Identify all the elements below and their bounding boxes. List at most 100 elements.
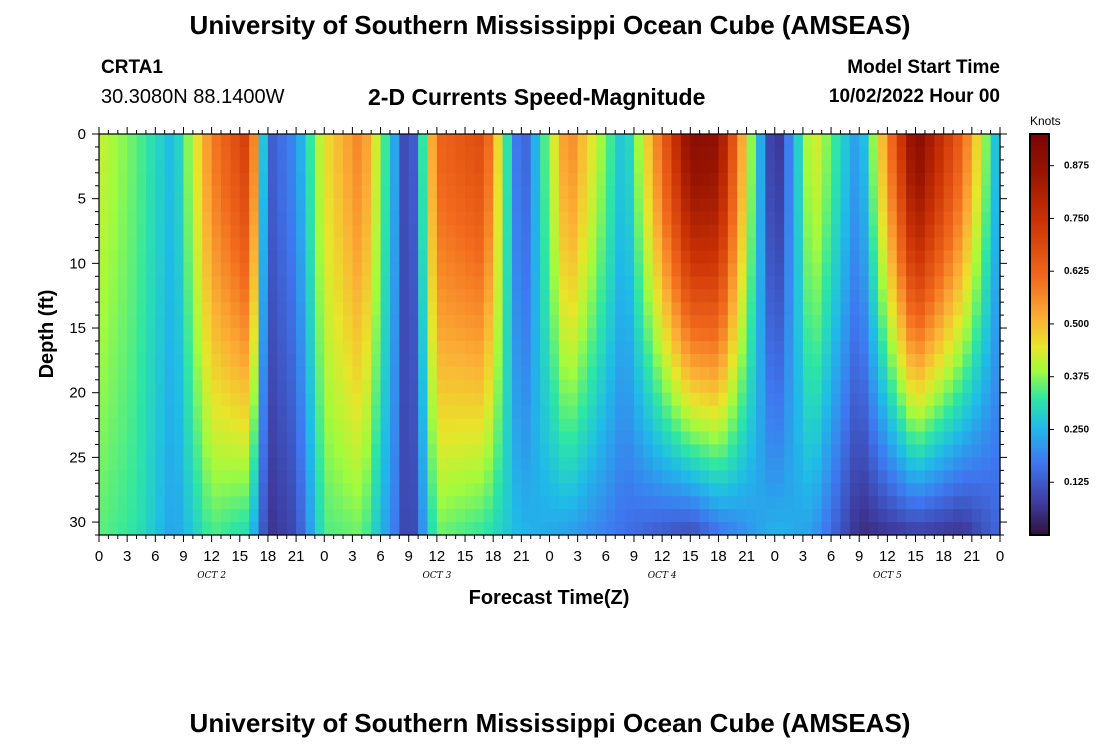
heatmap-cell: [521, 315, 532, 329]
heatmap-cell: [633, 328, 644, 342]
heatmap-cell: [915, 276, 926, 290]
heatmap-cell: [943, 198, 954, 213]
heatmap-cell: [418, 353, 429, 368]
heatmap-cell: [202, 340, 213, 355]
heatmap-cell: [774, 134, 785, 148]
heatmap-cell: [99, 198, 109, 213]
heatmap-cell: [793, 353, 804, 368]
heatmap-cell: [427, 289, 438, 303]
heatmap-cell: [540, 237, 551, 252]
heatmap-cell: [718, 263, 729, 277]
heatmap-cell: [408, 185, 419, 200]
heatmap-cell: [755, 134, 766, 148]
heatmap-cell: [802, 250, 813, 264]
heatmap-cell: [436, 496, 447, 510]
heatmap-cell: [587, 289, 598, 303]
heatmap-cell: [624, 366, 635, 381]
heatmap-cell: [277, 146, 288, 161]
heatmap-cell: [183, 315, 194, 329]
heatmap-cell: [709, 340, 720, 355]
heatmap-cell: [680, 496, 691, 510]
heatmap-cell: [615, 328, 626, 342]
heatmap-cell: [633, 159, 644, 174]
heatmap-cell: [277, 263, 288, 277]
heatmap-cell: [877, 353, 888, 368]
heatmap-cell: [718, 340, 729, 355]
heatmap-cell: [699, 134, 710, 148]
heatmap-cell: [258, 146, 269, 161]
heatmap-cell: [286, 302, 297, 316]
heatmap-cell: [436, 431, 447, 446]
heatmap-cell: [211, 237, 222, 252]
heatmap-cell: [277, 224, 288, 239]
heatmap-cell: [521, 340, 532, 355]
heatmap-cell: [596, 237, 607, 252]
heatmap-cell: [877, 302, 888, 316]
heatmap-cell: [361, 496, 372, 510]
heatmap-cell: [924, 405, 935, 420]
heatmap-cell: [643, 379, 654, 394]
heatmap-cell: [249, 198, 260, 213]
heatmap-cell: [981, 237, 992, 252]
heatmap-cell: [371, 483, 382, 497]
heatmap-cell: [737, 457, 748, 471]
heatmap-cell: [558, 237, 569, 252]
heatmap-cell: [380, 431, 391, 446]
heatmap-cell: [887, 134, 898, 148]
heatmap-cell: [314, 134, 325, 148]
heatmap-cell: [558, 405, 569, 420]
heatmap-cell: [361, 315, 372, 329]
heatmap-cell: [483, 444, 494, 458]
heatmap-cell: [793, 289, 804, 303]
heatmap-cell: [746, 289, 757, 303]
heatmap-cell: [399, 366, 410, 381]
heatmap-cell: [821, 457, 832, 471]
heatmap-cell: [202, 146, 213, 161]
heatmap-cell: [680, 250, 691, 264]
heatmap-cell: [755, 172, 766, 187]
heatmap-cell: [680, 431, 691, 446]
heatmap-cell: [427, 302, 438, 316]
heatmap-cell: [868, 263, 879, 277]
heatmap-cell: [934, 379, 945, 394]
heatmap-cell: [277, 431, 288, 446]
heatmap-cell: [662, 263, 673, 277]
heatmap-cell: [474, 366, 485, 381]
heatmap-cell: [127, 353, 138, 368]
heatmap-cell: [174, 366, 185, 381]
heatmap-cell: [596, 366, 607, 381]
heatmap-cell: [849, 483, 860, 497]
heatmap-cell: [286, 146, 297, 161]
heatmap-cell: [455, 250, 466, 264]
heatmap-cell: [530, 496, 541, 510]
heatmap-cell: [389, 431, 400, 446]
heatmap-cell: [361, 237, 372, 252]
heatmap-cell: [915, 172, 926, 187]
x-tick-label: 9: [179, 548, 187, 565]
heatmap-cell: [258, 470, 269, 484]
heatmap-cell: [380, 483, 391, 497]
heatmap-cell: [802, 134, 813, 148]
heatmap-cell: [587, 509, 598, 523]
heatmap-cell: [990, 250, 1001, 264]
heatmap-cell: [474, 211, 485, 226]
heatmap-cell: [455, 353, 466, 368]
heatmap-cell: [399, 353, 410, 368]
heatmap-cell: [521, 366, 532, 381]
heatmap-cell: [521, 198, 532, 213]
heatmap-cell: [906, 276, 917, 290]
heatmap-cell: [605, 315, 616, 329]
heatmap-cell: [812, 522, 823, 536]
heatmap-cell: [202, 211, 213, 226]
heatmap-cell: [352, 483, 363, 497]
heatmap-cell: [352, 146, 363, 161]
heatmap-cell: [784, 237, 795, 252]
heatmap-cell: [671, 211, 682, 226]
heatmap-cell: [230, 250, 241, 264]
heatmap-cell: [831, 159, 842, 174]
heatmap-cell: [924, 198, 935, 213]
heatmap-cell: [333, 302, 344, 316]
heatmap-cell: [174, 340, 185, 355]
heatmap-cell: [296, 276, 307, 290]
heatmap-cell: [380, 237, 391, 252]
